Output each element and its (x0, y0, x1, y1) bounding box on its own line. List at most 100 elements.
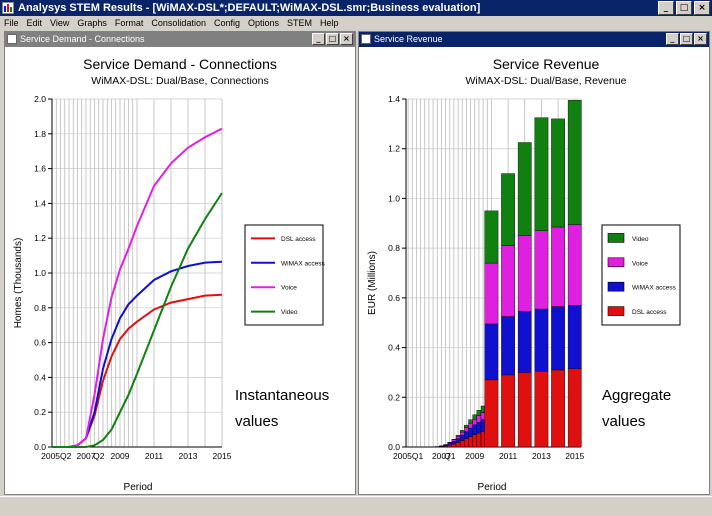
bar-segment (484, 262, 499, 325)
bar-segment (480, 419, 486, 432)
bar-segment (451, 441, 457, 445)
bar-segment (501, 245, 515, 317)
chart-title: Service Demand - Connections (83, 56, 277, 72)
legend-label: Voice (632, 260, 648, 267)
bar-segment (501, 316, 515, 376)
revenue-minimize-button[interactable]: _ (666, 33, 679, 45)
legend-label: DSL access (632, 309, 667, 316)
bar-segment (476, 415, 482, 423)
legend-label: WiMAX access (281, 260, 325, 267)
x-tick-label: Q1 (444, 451, 456, 461)
y-tick-label: 1.4 (388, 94, 400, 104)
legend-label: Video (632, 236, 649, 243)
bar-segment (472, 434, 478, 448)
chart-window-icon (7, 34, 17, 44)
x-tick-label: 2011 (499, 451, 518, 461)
bar-segment (455, 436, 461, 439)
annotation-line-2: values (235, 413, 278, 430)
bar-segment (551, 306, 565, 371)
bar-segment (459, 431, 465, 436)
menu-file[interactable]: File (4, 18, 19, 28)
menu-config[interactable]: Config (213, 18, 240, 28)
bar-segment (459, 430, 465, 433)
x-tick-label: 2011 (145, 451, 164, 461)
revenue-window-title-bar[interactable]: Service Revenue _ □ × (359, 32, 709, 47)
y-tick-label: 1.2 (388, 144, 400, 154)
y-tick-label: 0.4 (34, 372, 46, 382)
bar-segment (480, 431, 486, 448)
y-axis-label: Homes (Thousands) (13, 238, 24, 329)
revenue-maximize-button[interactable]: □ (680, 33, 693, 45)
bar-segment (472, 424, 478, 435)
menu-graphs[interactable]: Graphs (77, 18, 107, 28)
menu-format[interactable]: Format (114, 18, 144, 28)
app-title: Analysys STEM Results - [WiMAX-DSL*;DEFA… (18, 2, 481, 14)
demand-maximize-button[interactable]: □ (326, 33, 339, 45)
bar-segment (567, 305, 582, 369)
bar-segment (464, 431, 469, 439)
demand-window-title-bar[interactable]: Service Demand - Connections _ □ × (5, 32, 355, 47)
x-tick-label: 2005Q1 (393, 451, 424, 461)
menu-stem[interactable]: STEM (287, 18, 313, 28)
y-tick-label: 0.4 (388, 343, 400, 353)
maximize-button[interactable]: □ (676, 1, 692, 15)
close-button[interactable]: × (694, 1, 710, 15)
x-axis-label: Period (124, 482, 153, 493)
bar-segment (501, 374, 515, 448)
bar-segment (567, 100, 582, 225)
x-tick-label: 2007 (432, 451, 451, 461)
menu-view[interactable]: View (50, 18, 70, 28)
bar-segment (501, 173, 515, 246)
demand-chart: Service Demand - Connections WiMAX-DSL: … (13, 56, 329, 493)
menu-consolidation[interactable]: Consolidation (151, 18, 206, 28)
x-tick-label: 2015 (213, 451, 232, 461)
annotation-line-2: values (602, 413, 645, 430)
revenue-chart: Service Revenue WiMAX-DSL: Dual/Base, Re… (367, 56, 681, 493)
legend-label: WiMAX access (632, 285, 676, 292)
legend-swatch (607, 281, 625, 292)
x-tick-label: 2005Q2 (41, 451, 72, 461)
bar-segment (484, 210, 499, 264)
minimize-button[interactable]: _ (658, 1, 674, 15)
bar-segment (476, 410, 482, 416)
demand-window[interactable]: Service Demand - Connections _ □ × Servi… (4, 31, 356, 495)
series-line (52, 127, 223, 448)
bar-segment (551, 226, 565, 307)
bar-segment (464, 438, 469, 448)
bar-segment (447, 442, 453, 443)
demand-minimize-button[interactable]: _ (312, 33, 325, 45)
chart-title: Service Revenue (493, 56, 600, 72)
bar-segment (476, 421, 482, 434)
revenue-close-button[interactable]: × (694, 33, 707, 45)
bar-segment (434, 446, 440, 448)
y-tick-label: 1.4 (34, 198, 46, 208)
revenue-window[interactable]: Service Revenue _ □ × Service Revenue Wi… (358, 31, 710, 495)
menu-edit[interactable]: Edit (26, 18, 43, 28)
x-tick-label: 2009 (465, 451, 484, 461)
demand-window-title: Service Demand - Connections (20, 34, 145, 44)
y-tick-label: 1.0 (34, 268, 46, 278)
demand-close-button[interactable]: × (340, 33, 353, 45)
y-tick-label: 0.8 (34, 303, 46, 313)
legend-label: Video (281, 309, 298, 316)
y-tick-label: 0.6 (388, 293, 400, 303)
x-tick-label: 2013 (532, 451, 551, 461)
bar-segment (468, 422, 473, 429)
x-tick-label: Q2 (93, 451, 105, 461)
legend-swatch (607, 257, 625, 268)
y-tick-label: 0.2 (388, 392, 400, 402)
menu-help[interactable]: Help (320, 18, 339, 28)
x-tick-label: 2013 (179, 451, 198, 461)
bar-segment (534, 230, 549, 310)
revenue-window-title: Service Revenue (374, 34, 443, 44)
x-tick-label: 2015 (565, 451, 584, 461)
bar-segment (464, 427, 469, 432)
bar-segment (517, 311, 532, 373)
bar-segment (455, 438, 461, 443)
y-tick-label: 1.6 (34, 164, 46, 174)
bar-segment (567, 224, 582, 306)
menu-options[interactable]: Options (247, 18, 280, 28)
x-tick-label: 2009 (111, 451, 130, 461)
bar-segment (455, 435, 461, 437)
app-title-bar[interactable]: Analysys STEM Results - [WiMAX-DSL*;DEFA… (0, 0, 712, 16)
